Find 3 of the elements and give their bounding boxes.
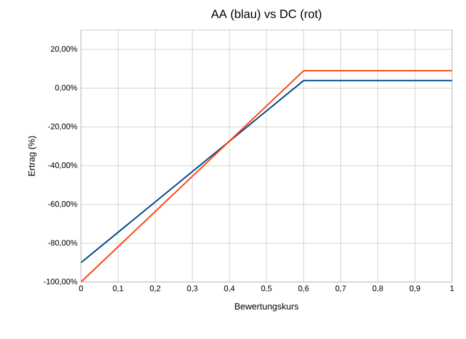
chart-title: AA (blau) vs DC (rot) [211,9,322,20]
y-axis-title: Ertrag (%) [28,136,37,176]
x-axis-title: Bewertungskurs [235,302,298,312]
